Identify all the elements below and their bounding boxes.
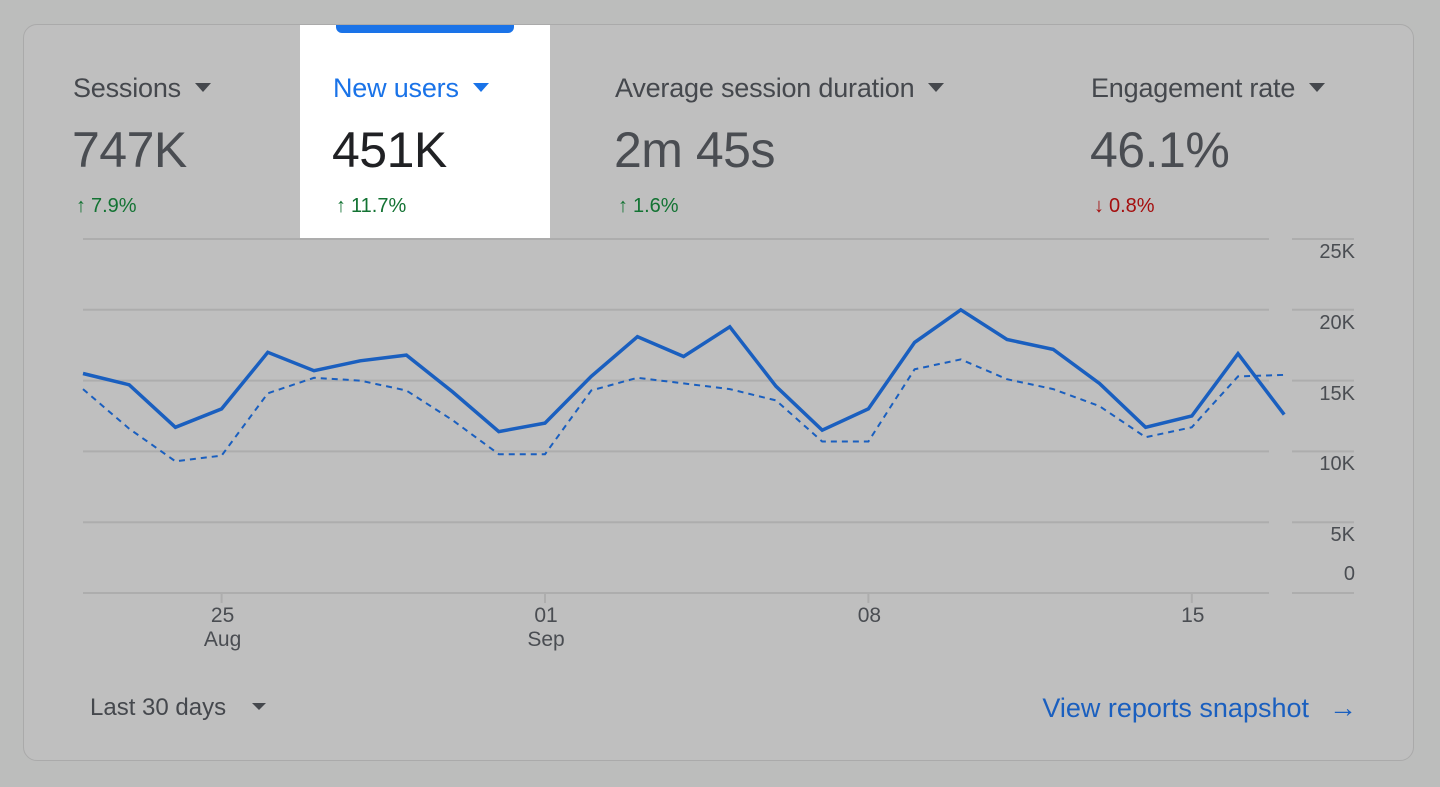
new-users-line-chart: [82, 238, 1354, 603]
current-period-line: [82, 307, 1286, 434]
arrow-up-icon: ↑: [336, 195, 346, 217]
metric-delta: ↑ 1.6%: [618, 195, 679, 217]
caret-down-icon: [472, 83, 489, 93]
metric-value: 46.1%: [1090, 122, 1230, 178]
active-tab-indicator: [336, 25, 514, 33]
link-label: View reports snapshot: [1042, 693, 1309, 723]
x-tick-label: 25 Aug: [203, 604, 242, 651]
y-tick-label: 10K: [1319, 453, 1355, 476]
analytics-summary-card: Sessions 747K ↑ 7.9% New users 451K ↑ 11.7…: [23, 24, 1414, 761]
y-tick-label: 15K: [1319, 382, 1355, 405]
caret-down-icon: [1309, 83, 1326, 93]
view-reports-snapshot-link[interactable]: View reports snapshot →: [1042, 692, 1357, 724]
caret-down-icon: [194, 83, 211, 93]
tab-label: Sessions: [73, 73, 211, 104]
metric-delta: ↑ 11.7%: [336, 195, 407, 217]
x-tick-label: 08: [857, 604, 882, 627]
metric-delta: ↓ 0.8%: [1094, 195, 1155, 217]
tab-label: Engagement rate: [1091, 73, 1326, 104]
arrow-up-icon: ↑: [76, 195, 86, 217]
tab-new-users[interactable]: New users 451K ↑ 11.7%: [300, 25, 550, 238]
metric-value: 747K: [72, 122, 187, 178]
x-tick-label: 15: [1181, 604, 1205, 627]
y-tick-label: 25K: [1319, 241, 1355, 263]
preceding-period-line: [82, 358, 1285, 463]
metric-value: 2m 45s: [614, 122, 775, 178]
caret-down-icon: [928, 83, 945, 93]
date-range-label: Last 30 days: [90, 694, 227, 721]
y-tick-label: 0: [1343, 563, 1355, 585]
y-tick-label: 5K: [1330, 524, 1355, 547]
metric-delta: ↑ 7.9%: [76, 195, 137, 217]
arrow-up-icon: ↑: [618, 195, 628, 217]
tab-engagement-rate[interactable]: Engagement rate 46.1% ↓ 0.8%: [1000, 25, 1390, 238]
arrow-down-icon: ↓: [1094, 195, 1104, 217]
arrow-right-icon: →: [1329, 692, 1357, 723]
tab-label: New users: [333, 73, 489, 104]
caret-down-icon: [252, 703, 267, 711]
y-tick-label: 20K: [1319, 311, 1355, 334]
tab-label: Average session duration: [615, 73, 945, 104]
tab-sessions[interactable]: Sessions 747K ↑ 7.9%: [24, 25, 300, 238]
metric-value: 451K: [332, 122, 447, 178]
date-range-dropdown[interactable]: Last 30 days: [90, 694, 267, 722]
tab-average-session-duration[interactable]: Average session duration 2m 45s ↑ 1.6%: [550, 25, 1000, 238]
x-tick-label: 01 Sep: [527, 604, 565, 651]
